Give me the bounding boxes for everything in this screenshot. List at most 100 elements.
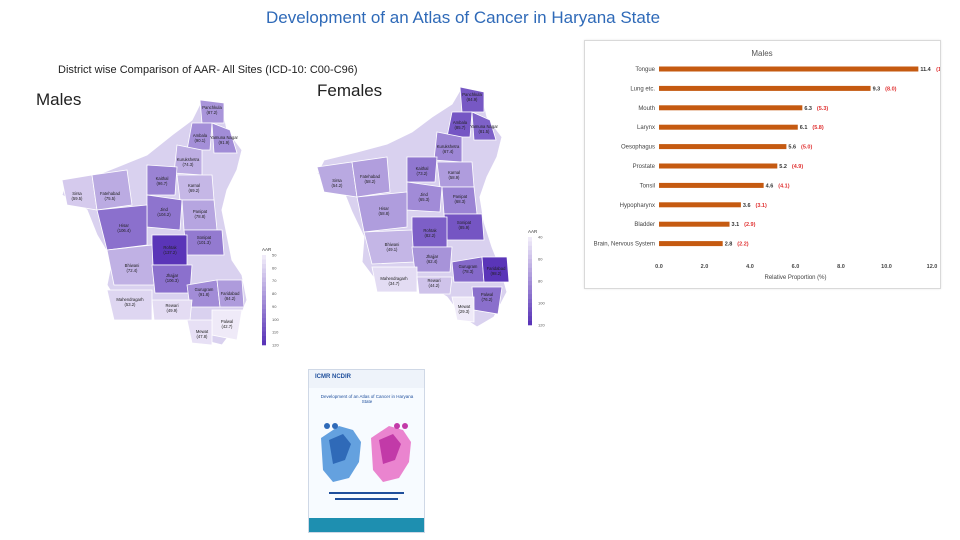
legend-swatch xyxy=(528,289,532,295)
value-label: 4.6 xyxy=(766,183,774,189)
district-value: (91.8) xyxy=(199,292,211,297)
district-name: Hisar xyxy=(379,206,389,211)
district-name: Mewat xyxy=(196,329,209,334)
bar-chart-svg: Males Tongue 11.4 (10.0) Lung etc. 9.3 (8.0) Mo… xyxy=(594,49,940,281)
district-region xyxy=(146,164,178,196)
district-region xyxy=(451,296,475,323)
value-label: 3.1 xyxy=(732,222,740,228)
x-tick-label: 0.0 xyxy=(655,264,663,270)
legend-swatch xyxy=(262,327,266,332)
bar xyxy=(659,221,730,227)
legend-swatch xyxy=(262,273,266,278)
district-name: Karnal xyxy=(448,170,460,175)
value-label: 5.2 xyxy=(779,164,787,170)
district-name: Panchkula xyxy=(462,92,482,97)
secondary-value-label: (5.8) xyxy=(812,125,823,131)
district-region xyxy=(416,276,453,295)
district-value: (62.4) xyxy=(427,259,439,264)
district-value: (90.1) xyxy=(195,138,207,143)
category-label: Brain, Nervous System xyxy=(594,242,655,248)
district-region xyxy=(91,169,133,211)
x-tick-label: 2.0 xyxy=(701,264,709,270)
secondary-value-label: (2.9) xyxy=(744,222,755,228)
bar xyxy=(659,182,764,188)
district-value: (82.2) xyxy=(425,233,437,238)
category-label: Hypopharynx xyxy=(620,203,655,209)
value-label: 11.4 xyxy=(920,67,931,73)
bar xyxy=(659,241,723,247)
category-label: Tongue xyxy=(635,67,655,73)
district-name: Kaithal xyxy=(156,176,169,181)
district-name: Kaithal xyxy=(416,166,429,171)
legend-swatch xyxy=(262,313,266,319)
district-region xyxy=(216,279,245,308)
district-value: (91.9) xyxy=(219,140,231,145)
district-name: Bhiwani xyxy=(385,242,400,247)
district-region xyxy=(199,99,225,124)
district-value: (75.5) xyxy=(105,196,117,201)
district-name: Palwal xyxy=(221,319,233,324)
legend-tick: 40 xyxy=(538,235,543,240)
females-district-map: Panchkula (84.9) Ambala (85.7) Yamuna Nagar(… xyxy=(302,82,552,332)
district-value: (44.2) xyxy=(429,283,441,288)
district-value: (54.2) xyxy=(332,183,344,188)
secondary-value-label: (5.0) xyxy=(801,145,812,151)
x-tick-label: 8.0 xyxy=(837,264,845,270)
legend-tick: 110 xyxy=(272,330,279,335)
legend-swatch xyxy=(528,241,532,247)
district-name: Jind xyxy=(160,207,168,212)
district-region xyxy=(106,289,153,321)
value-label: 5.6 xyxy=(788,145,796,151)
district-region xyxy=(186,122,213,151)
legend-swatch xyxy=(528,311,532,317)
district-value: (65.3) xyxy=(419,197,431,202)
legend-swatch xyxy=(528,320,532,326)
bar xyxy=(659,105,803,111)
chart-title: Males xyxy=(751,49,772,58)
legend-tick: 100 xyxy=(272,317,279,322)
district-value: (59.5) xyxy=(72,196,84,201)
category-label: Lung etc. xyxy=(630,86,655,92)
district-name: Gurugram xyxy=(459,264,478,269)
district-value: (84.2) xyxy=(225,296,237,301)
bar xyxy=(659,202,741,208)
legend-swatch xyxy=(262,331,266,337)
category-label: Larynx xyxy=(637,125,655,131)
district-name: Panipat xyxy=(453,194,468,199)
district-name: Sonipat xyxy=(197,235,212,240)
legend-tick: 70 xyxy=(272,278,277,283)
legend-swatch xyxy=(528,272,532,277)
district-name: Palwal xyxy=(481,292,493,297)
district-value: (87.2) xyxy=(207,110,219,115)
secondary-value-label: (4.9) xyxy=(792,164,803,170)
legend-swatch xyxy=(528,245,532,251)
legend-tick: 60 xyxy=(538,257,543,262)
district-name: Mahendragarh xyxy=(116,297,144,302)
district-name: Sirsa xyxy=(72,191,82,196)
legend-swatch xyxy=(262,322,266,328)
district-value: (29.3) xyxy=(459,309,471,314)
district-value: (72.4) xyxy=(127,268,139,273)
value-label: 2.8 xyxy=(725,242,733,248)
district-name: Rohtak xyxy=(423,228,437,233)
males-map-label: Males xyxy=(36,90,82,109)
cover-maps-illustration xyxy=(321,423,411,500)
legend-swatch xyxy=(528,250,532,255)
district-value: (98.2) xyxy=(491,271,503,276)
page-title: Development of an Atlas of Cancer in Har… xyxy=(265,8,661,27)
legend-swatch xyxy=(528,254,532,260)
district-region xyxy=(471,111,497,141)
district-region xyxy=(459,86,485,113)
value-label: 6.3 xyxy=(804,106,812,112)
district-value: (76.2) xyxy=(482,297,494,302)
comparison-subtitle: District wise Comparison of AAR- All Sit… xyxy=(58,64,358,76)
district-name: Fatehabad xyxy=(360,174,381,179)
district-name: Sirsa xyxy=(332,178,342,183)
district-value: (84.9) xyxy=(467,97,479,102)
legend-swatch xyxy=(528,276,532,282)
legend-swatch xyxy=(262,268,266,274)
legend-swatch xyxy=(262,304,266,310)
legend-swatch xyxy=(262,277,266,283)
district-name: Jhajjar xyxy=(166,273,179,278)
legend-swatch xyxy=(262,259,266,265)
